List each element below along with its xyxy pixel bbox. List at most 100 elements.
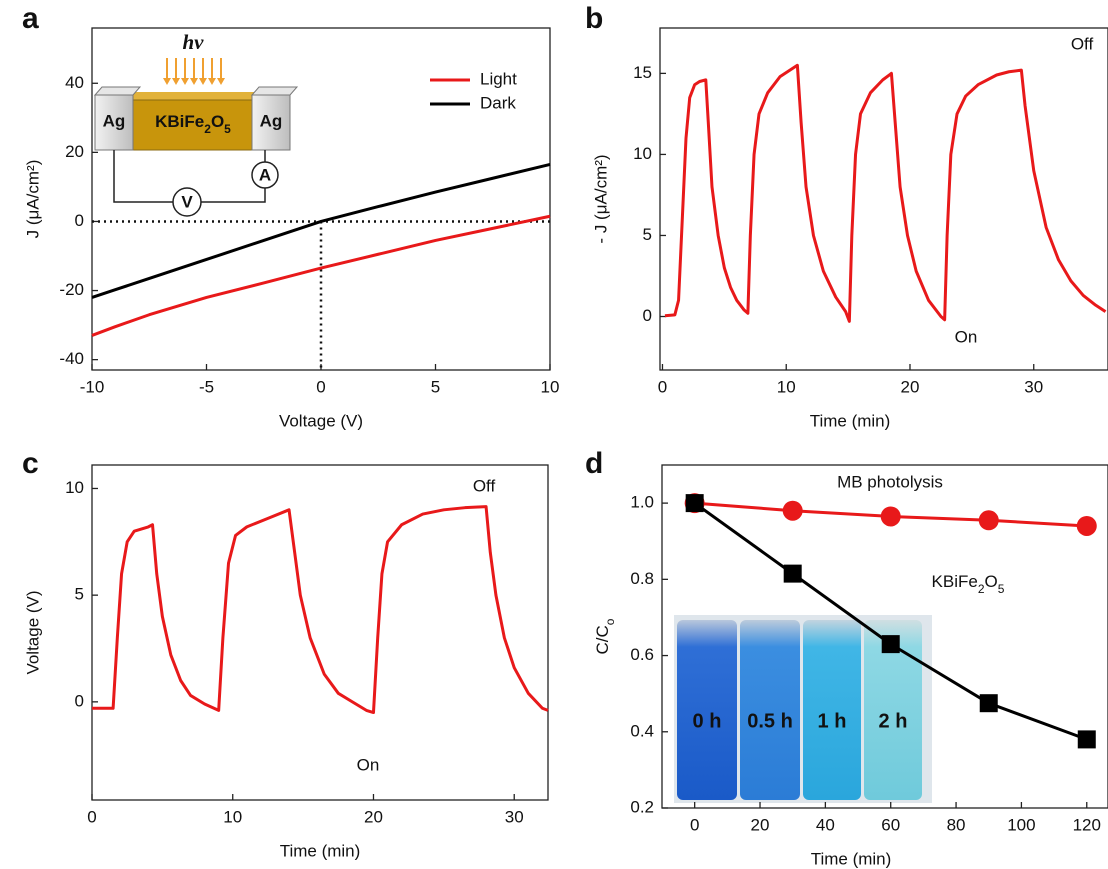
text-part: 2 (978, 582, 985, 596)
vial (803, 620, 861, 800)
y-axis-label: C/Co (593, 618, 617, 654)
marker (979, 694, 998, 713)
ammeter (251, 161, 279, 189)
text-part: 2 (204, 122, 211, 136)
series-line (91, 214, 551, 337)
electrode (251, 94, 291, 151)
y-axis-label: J (μA/cm²) (23, 160, 42, 239)
annotation: On (357, 755, 380, 774)
circuit-wire (113, 150, 266, 203)
text-part: o (603, 618, 617, 625)
marker (783, 564, 802, 583)
text-part: 5 (224, 122, 231, 136)
series-line (664, 63, 1107, 323)
series-line (92, 505, 549, 715)
voltmeter (172, 187, 202, 217)
annotation: Off (473, 476, 496, 495)
material-label: KBiFe2O5 (155, 112, 231, 136)
x-tick-label: -5 (199, 377, 214, 396)
x-axis-label: Voltage (V) (279, 411, 363, 430)
y-tick-label: 0 (643, 306, 652, 325)
x-tick-label: 5 (431, 377, 440, 396)
x-tick-label: 10 (777, 377, 796, 396)
y-tick-label: -40 (59, 349, 84, 368)
material-top (128, 92, 260, 100)
vial-label: 2 h (879, 710, 908, 732)
panel-label: b (585, 2, 603, 35)
x-tick-label: 60 (881, 815, 900, 834)
inset-schematic: hν Ag Ag KBiFe2O5 V A (93, 30, 299, 217)
y-tick-label: 0 (75, 211, 84, 230)
panel-label: a (22, 2, 39, 35)
y-tick-label: 5 (643, 225, 652, 244)
electrode-top (250, 86, 299, 96)
inset-photo: 0 h 0.5 h 1 h 2 h (674, 615, 932, 803)
text-part: O (211, 112, 224, 131)
marker (881, 635, 900, 654)
panel-label: c (22, 447, 39, 480)
x-tick-label: 10 (223, 807, 242, 826)
y-tick-label: 10 (65, 478, 84, 497)
vial (864, 620, 922, 800)
text-part: KBiFe (932, 572, 978, 591)
plot-frame (661, 464, 1108, 809)
marker (1076, 515, 1097, 536)
text-part: O (985, 572, 998, 591)
arrow-heads (163, 78, 225, 85)
y-axis-label: Voltage (V) (23, 590, 42, 674)
light-label: hν (183, 30, 205, 54)
electrode-label: Ag (103, 111, 126, 130)
x-tick-label: 20 (901, 377, 920, 396)
x-tick-label: 0 (316, 377, 325, 396)
annotation: KBiFe2O5 (932, 572, 1005, 596)
annotation: MB photolysis (837, 472, 943, 491)
x-tick-label: 0 (87, 807, 96, 826)
x-tick-label: 80 (947, 815, 966, 834)
panel-label: d (585, 447, 603, 480)
text-part: C/C (593, 625, 612, 654)
annotation: On (955, 327, 978, 346)
x-tick-label: 20 (364, 807, 383, 826)
y-tick-label: 0.6 (630, 645, 654, 664)
marker (782, 500, 803, 521)
vial-label: 0.5 h (747, 710, 793, 732)
plot-frame (659, 27, 1108, 371)
meter-label: V (181, 192, 193, 211)
marker (978, 510, 999, 531)
y-tick-label: 0.2 (630, 797, 654, 816)
x-tick-label: 40 (816, 815, 835, 834)
x-tick-label: 10 (541, 377, 560, 396)
meter-label: A (259, 165, 271, 184)
y-tick-label: 0 (75, 691, 84, 710)
vial-label: 1 h (818, 710, 847, 732)
x-axis-label: Time (min) (811, 849, 892, 868)
x-tick-label: -10 (80, 377, 105, 396)
x-tick-label: 120 (1073, 815, 1101, 834)
y-tick-label: 0.4 (630, 721, 654, 740)
y-tick-label: 1.0 (630, 493, 654, 512)
legend-label: Light (480, 69, 517, 88)
x-tick-label: 20 (751, 815, 770, 834)
x-tick-label: 30 (505, 807, 524, 826)
y-tick-label: 20 (65, 142, 84, 161)
y-tick-label: -20 (59, 280, 84, 299)
y-tick-label: 0.8 (630, 569, 654, 588)
marker (1077, 730, 1096, 749)
text-part: 5 (998, 582, 1005, 596)
marker (685, 494, 704, 513)
x-tick-label: 30 (1024, 377, 1043, 396)
vial (677, 620, 737, 800)
x-axis-label: Time (min) (280, 841, 361, 860)
y-tick-label: 10 (633, 144, 652, 163)
light-arrows (166, 58, 222, 80)
annotation: Off (1071, 34, 1094, 53)
plot-frame (91, 464, 549, 801)
marker (880, 506, 901, 527)
x-tick-label: 100 (1007, 815, 1035, 834)
legend-label: Dark (480, 93, 516, 112)
x-tick-label: 0 (658, 377, 667, 396)
y-tick-label: 5 (75, 585, 84, 604)
text-part: KBiFe (155, 112, 204, 131)
vial (740, 620, 800, 800)
